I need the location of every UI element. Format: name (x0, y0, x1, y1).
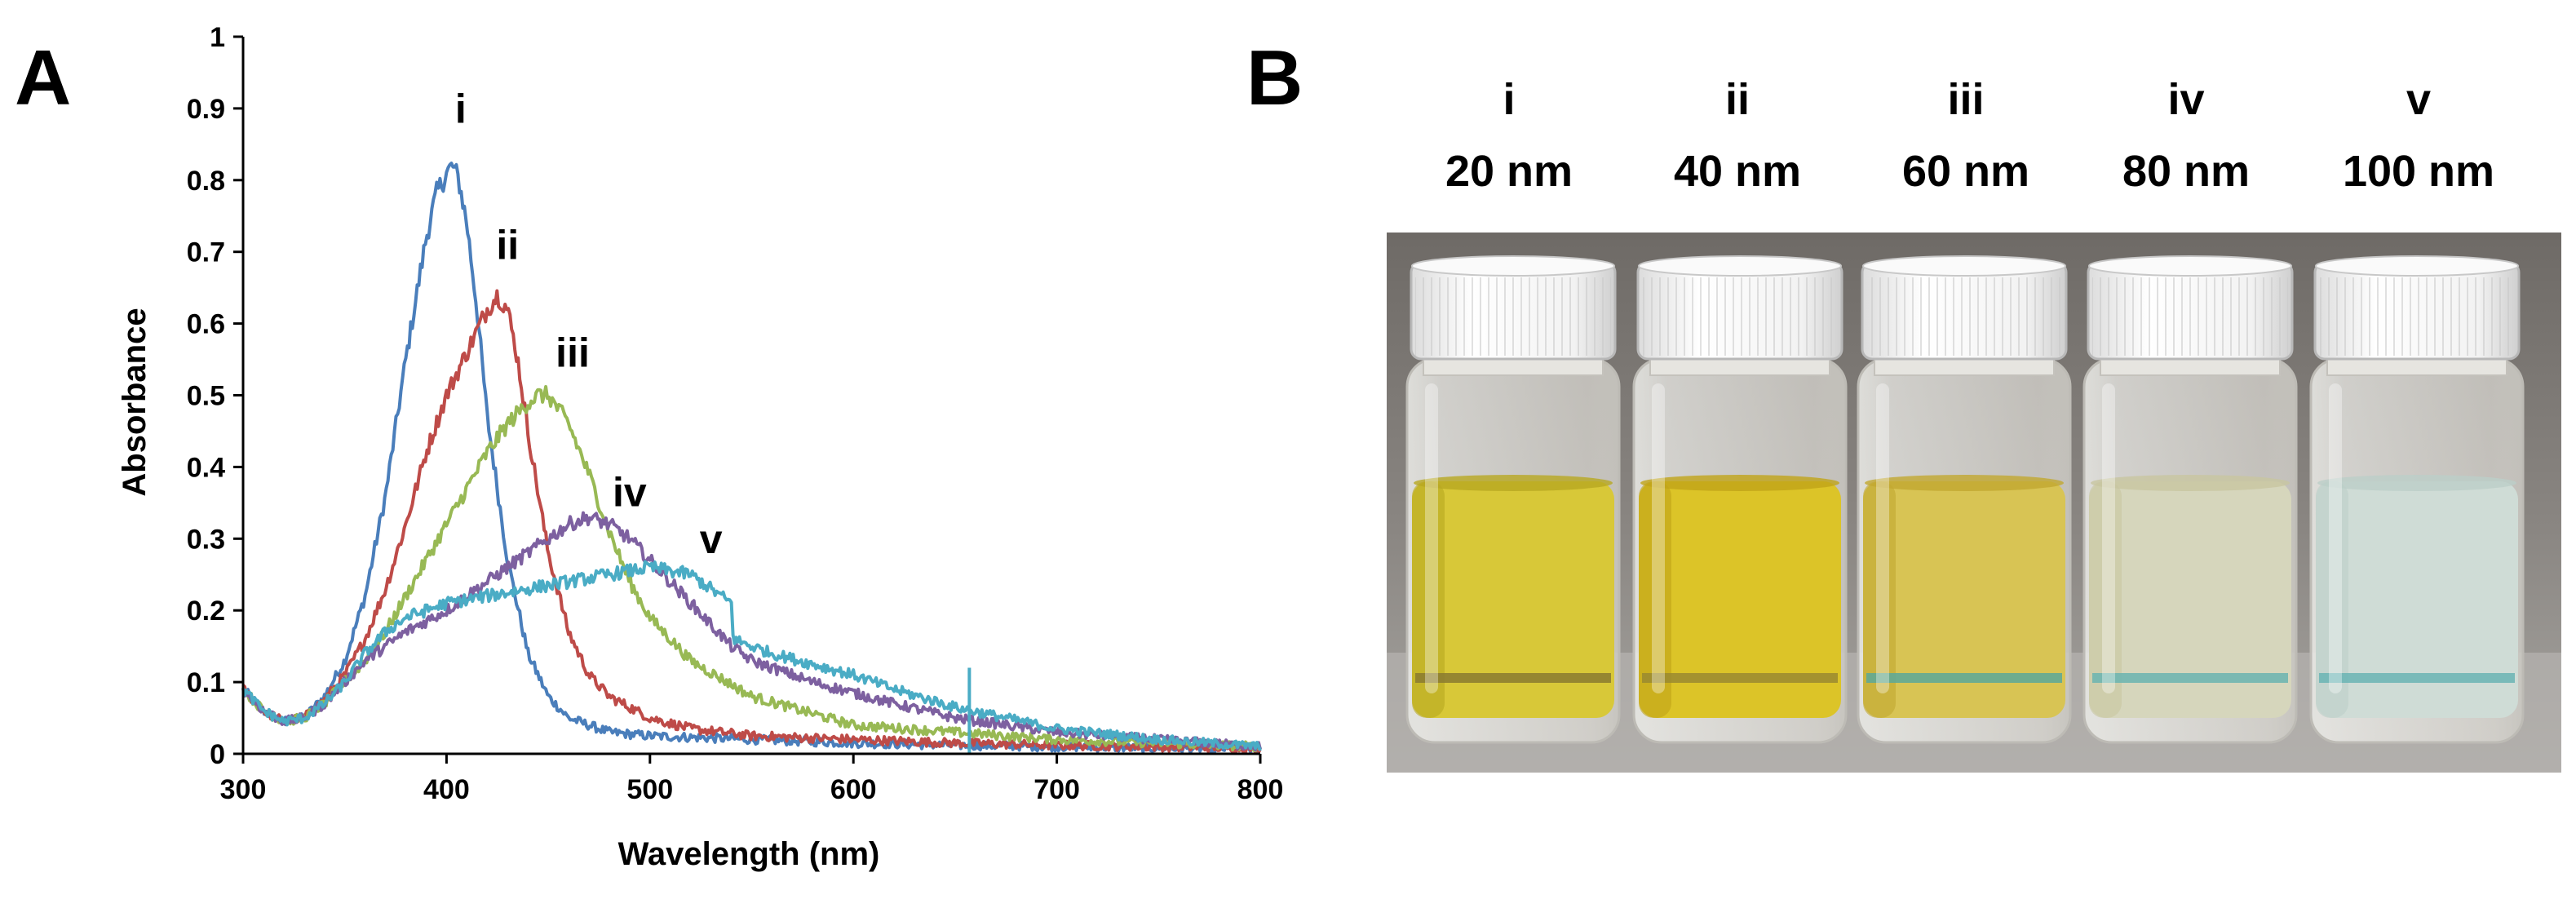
vial-size-label: 20 nm (1445, 147, 1573, 196)
vial-size-label: 100 nm (2343, 147, 2494, 196)
vial-liquid-surface (1640, 475, 1839, 491)
y-axis-title: Absorbance (117, 308, 153, 496)
curve-label-v: v (700, 516, 723, 562)
y-tick-label: 0.2 (187, 596, 225, 627)
vial-liquid-surface (1865, 475, 2064, 491)
vial-liquid-surface (2091, 475, 2290, 491)
vial-bottom-band (1866, 673, 2062, 683)
vial-i (1405, 255, 1621, 744)
series-line-ii (241, 289, 1262, 754)
series-line-iii (241, 385, 1262, 753)
vial-liquid (1863, 481, 2065, 718)
x-tick-label: 500 (626, 774, 673, 805)
vial-bottom-band (1642, 673, 1838, 683)
vial-liquid (1412, 481, 1614, 718)
vial-cap-top (1411, 255, 1615, 277)
vial-iv (2082, 255, 2298, 744)
vial-liquid (2089, 481, 2291, 718)
x-tick-label: 300 (220, 774, 267, 805)
x-tick-label: 600 (830, 774, 877, 805)
x-tick-label: 400 (423, 774, 470, 805)
curve-label-iii: iii (555, 330, 590, 375)
series-line-v (241, 560, 1262, 751)
vial-ii (1632, 255, 1848, 744)
vial-cap-ridges (1866, 277, 2062, 356)
vial-roman-label: iii (1947, 75, 1984, 124)
vial-cap-top (2088, 255, 2292, 277)
vial-size-label: 40 nm (1674, 147, 1801, 196)
vial-liquid-shade (1863, 481, 1896, 718)
vial-highlight (1425, 383, 1438, 693)
plot-lines (241, 162, 1262, 755)
vial-cap-ridges (1642, 277, 1838, 356)
panel-a-label: A (15, 34, 71, 122)
vial-cap-ridges (2319, 277, 2515, 356)
vial-highlight (1652, 383, 1665, 693)
y-tick-label: 0.7 (187, 237, 225, 268)
vial-liquid-shade (2089, 481, 2122, 718)
vial-cap-top (2315, 255, 2519, 277)
vial-roman-label: v (2406, 75, 2431, 124)
vial-photo-panel: i 20 nm ii 40 nm iii 60 nm iv 80 nm v 100 nm (1387, 75, 2561, 773)
vial-liquid-shade (1412, 481, 1445, 718)
vial-cap-ridges (2092, 277, 2288, 356)
y-tick-label: 0.3 (187, 524, 225, 555)
vial-size-label: 80 nm (2122, 147, 2250, 196)
vial-liquid-shade (1639, 481, 1671, 718)
vial-cap-top (1638, 255, 1842, 277)
series-line-iv (241, 511, 1262, 752)
vial-roman-label: iv (2167, 75, 2204, 124)
vials (1405, 255, 2525, 744)
vial-highlight (2102, 383, 2115, 693)
vial-highlight (2329, 383, 2342, 693)
x-tick-label: 700 (1033, 774, 1080, 805)
vial-cap-top (1862, 255, 2066, 277)
vial-iii (1857, 255, 2072, 744)
vial-bottom-band (2092, 673, 2288, 683)
curve-label-iv: iv (613, 470, 647, 516)
y-tick-label: 0.9 (187, 94, 225, 125)
ticks: 300 400 500 600 700 800 0 0.1 0.2 0.3 0.4 0.5 0.6 0.7… (187, 22, 1284, 805)
vial-v (2309, 255, 2525, 744)
vial-cap-ridges (1415, 277, 1611, 356)
vial-labels: i 20 nm ii 40 nm iii 60 nm iv 80 nm v 100 nm (1445, 75, 2494, 196)
panel-b-label: B (1246, 34, 1303, 122)
curve-label-ii: ii (496, 222, 519, 268)
vial-roman-label: i (1503, 75, 1515, 124)
y-tick-label: 0.6 (187, 309, 225, 340)
series-line-i (241, 162, 1262, 755)
vial-highlight (1876, 383, 1889, 693)
x-tick-label: 800 (1237, 774, 1284, 805)
y-tick-label: 0.1 (187, 667, 225, 698)
y-tick-label: 0 (210, 739, 225, 770)
vial-roman-label: ii (1725, 75, 1750, 124)
vial-liquid (1639, 481, 1841, 718)
absorbance-chart: 300 400 500 600 700 800 0 0.1 0.2 0.3 0.4 0.5 0.6 0.7… (117, 22, 1283, 872)
y-tick-label: 0.4 (187, 452, 225, 483)
vial-liquid-surface (2317, 475, 2516, 491)
x-axis-title: Wavelength (nm) (618, 836, 880, 872)
y-tick-label: 0.8 (187, 166, 225, 197)
vial-bottom-band (2319, 673, 2515, 683)
vial-liquid (2316, 481, 2518, 718)
vial-size-label: 60 nm (1902, 147, 2029, 196)
y-tick-label: 0.5 (187, 381, 225, 412)
vial-liquid-surface (1414, 475, 1613, 491)
vial-bottom-band (1415, 673, 1611, 683)
y-tick-label: 1 (210, 22, 225, 53)
curve-label-i: i (455, 86, 467, 131)
vial-liquid-shade (2316, 481, 2348, 718)
